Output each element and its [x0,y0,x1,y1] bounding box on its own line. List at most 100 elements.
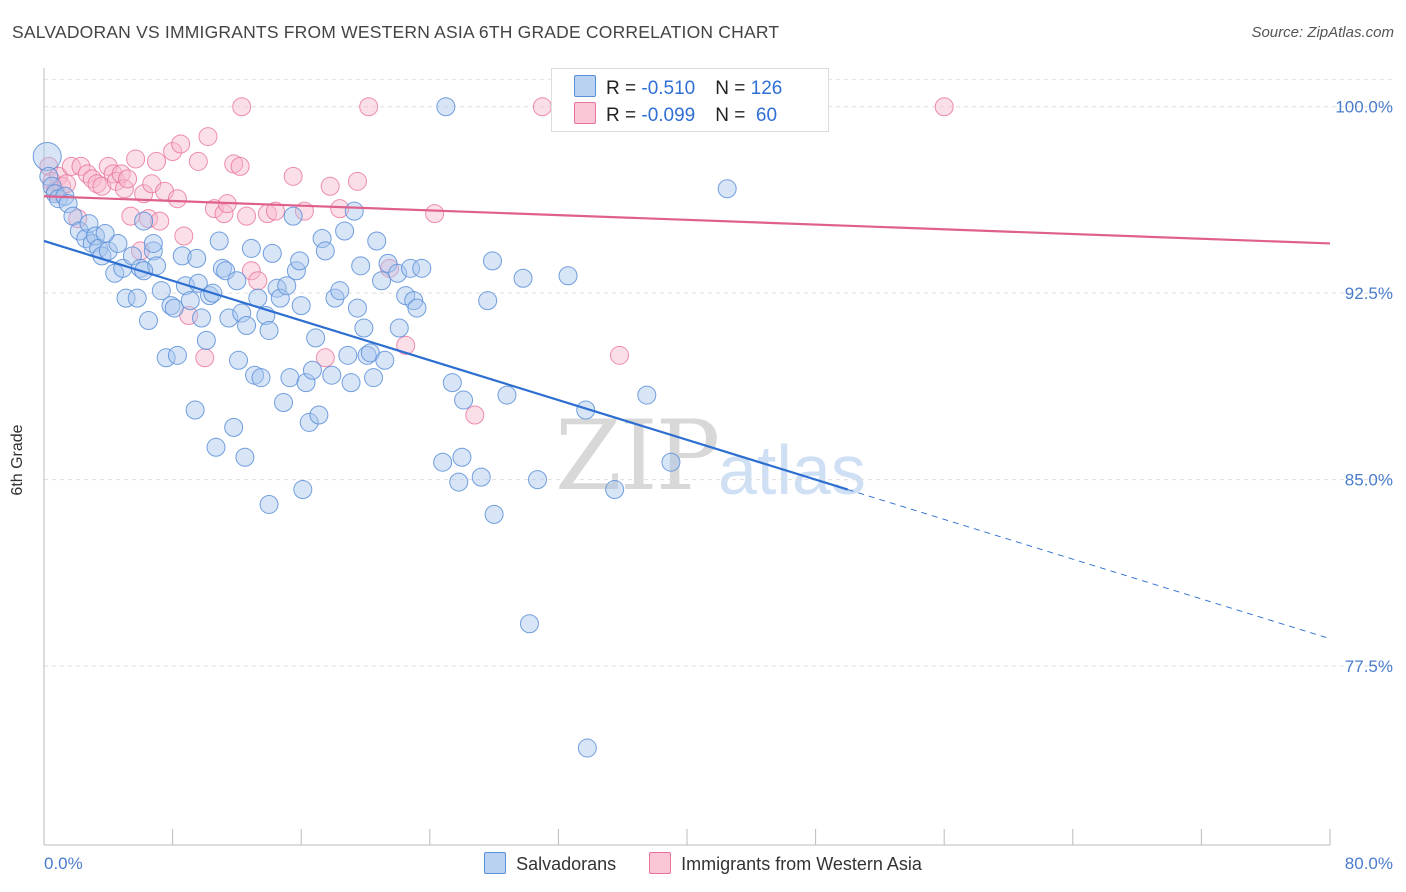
point-salvadorans [143,241,163,261]
trend-line-western-asia [43,195,1331,245]
point-western-asia [195,348,215,368]
point-western-asia [232,97,252,117]
point-western-asia [150,211,170,231]
legend-item-western-asia[interactable]: Immigrants from Western Asia [649,852,922,875]
point-salvadorans [212,258,232,278]
point-salvadorans [280,368,300,388]
point-salvadorans [167,345,187,365]
point-salvadorans [299,412,319,432]
point-salvadorans [407,298,427,318]
point-western-asia [171,134,191,154]
point-western-asia [134,184,154,204]
point-salvadorans [367,231,387,251]
point-salvadorans [330,281,350,301]
point-western-asia [241,261,261,281]
point-salvadorans [241,238,261,258]
point-salvadorans [235,447,255,467]
stats-legend: R = -0.510 N = 126 R = -0.099 N = 60 [551,68,829,132]
point-salvadorans [143,233,163,253]
point-salvadorans [164,298,184,318]
point-salvadorans [180,291,200,311]
point-salvadorans [291,296,311,316]
point-salvadorans [192,308,212,328]
point-salvadorans [32,141,62,171]
point-salvadorans [436,97,456,117]
point-salvadorans [251,368,271,388]
point-western-asia [147,151,167,171]
point-salvadorans [151,281,171,301]
point-western-asia [198,127,218,147]
point-salvadorans [335,221,355,241]
legend-r-label: R = [606,78,642,99]
legend-item-salvadorans[interactable]: Salvadorans [484,852,616,875]
point-salvadorans [497,385,517,405]
point-salvadorans [116,288,136,308]
point-salvadorans [449,472,469,492]
point-salvadorans [134,211,154,231]
point-salvadorans [528,470,548,490]
point-western-asia [87,174,107,194]
point-salvadorans [58,194,78,214]
series-legend: Salvadorans Immigrants from Western Asia [0,852,1406,875]
point-western-asia [315,348,335,368]
point-salvadorans [219,308,239,328]
point-western-asia [163,141,183,161]
point-salvadorans [372,271,392,291]
point-salvadorans [270,288,290,308]
point-western-asia [425,204,445,224]
point-salvadorans [401,258,421,278]
point-salvadorans [338,345,358,365]
trend-line-salvadorans-extrapolated [847,489,1331,640]
point-salvadorans [274,393,294,413]
legend-label-western-asia: Immigrants from Western Asia [681,854,922,874]
point-salvadorans [375,350,395,370]
point-salvadorans [290,251,310,271]
point-salvadorans [513,268,533,288]
point-salvadorans [442,373,462,393]
trend-lines [43,195,1331,640]
point-salvadorans [577,738,597,758]
axes [43,68,1331,846]
point-salvadorans [306,328,326,348]
point-salvadorans [302,360,322,380]
point-salvadorans [156,348,176,368]
x-tick-label-min: 0.0% [44,854,83,873]
point-salvadorans [357,345,377,365]
y-tick-label: 77.5% [1345,657,1393,676]
point-salvadorans [576,400,596,420]
point-salvadorans [389,318,409,338]
point-salvadorans [378,253,398,273]
point-western-asia [934,97,954,117]
point-western-asia [188,151,208,171]
point-western-asia [237,206,257,226]
point-salvadorans [484,504,504,524]
point-salvadorans [717,179,737,199]
point-salvadorans [293,480,313,500]
point-western-asia [330,199,350,219]
point-salvadorans [558,266,578,286]
point-western-asia [118,169,138,189]
point-salvadorans [354,318,374,338]
point-salvadorans [161,296,181,316]
point-western-asia [609,345,629,365]
legend-n-label: N = [715,105,751,126]
point-western-asia [167,189,187,209]
point-salvadorans [296,373,316,393]
point-salvadorans [224,417,244,437]
point-western-asia [68,209,88,229]
point-salvadorans [315,241,335,261]
point-western-asia [532,97,552,117]
point-western-asia [396,335,416,355]
point-salvadorans [232,303,252,323]
legend-label-salvadorans: Salvadorans [516,854,617,874]
point-salvadorans [196,330,216,350]
legend-r-label: R = [606,105,642,126]
point-salvadorans [259,320,279,340]
point-salvadorans [185,400,205,420]
point-western-asia [359,97,379,117]
point-salvadorans [605,480,625,500]
point-western-asia [111,164,131,184]
point-western-asia [71,156,91,176]
point-salvadorans [79,214,99,234]
point-salvadorans [206,437,226,457]
